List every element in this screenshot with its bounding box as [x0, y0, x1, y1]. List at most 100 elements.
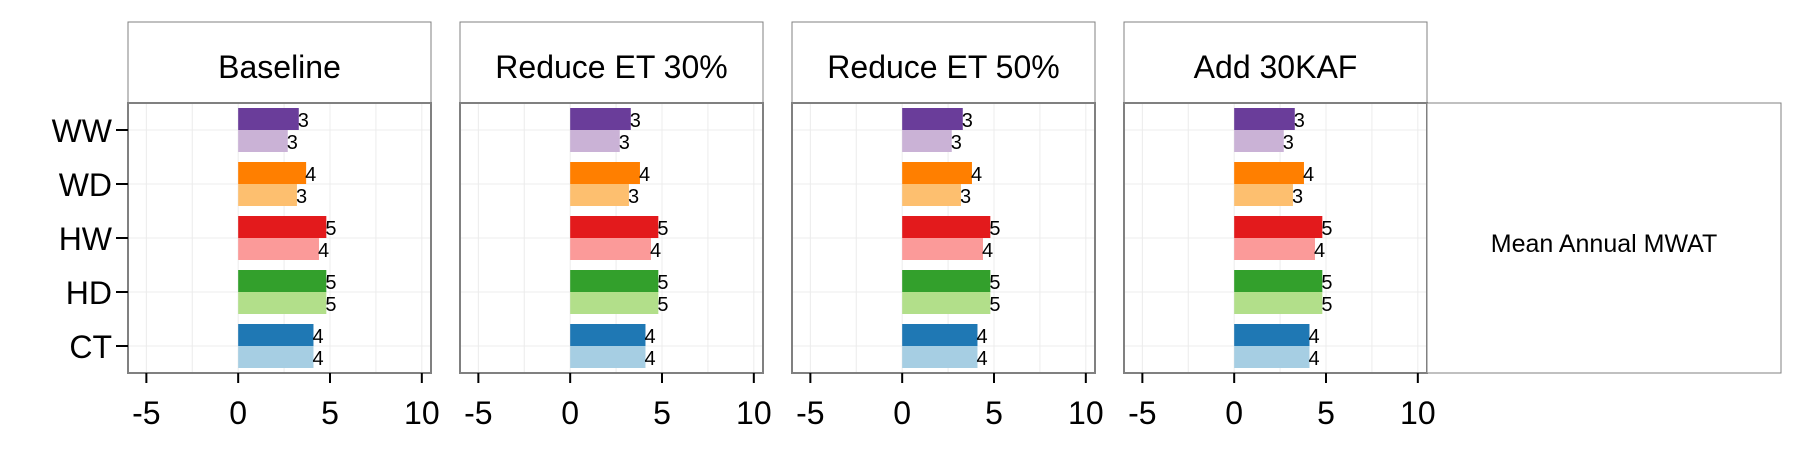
y-tick-label: WW	[52, 113, 113, 149]
bar-hw-1	[238, 238, 319, 260]
bar-hw-2	[238, 216, 327, 238]
bar-ct-1	[238, 346, 314, 368]
bar-hd-2	[902, 270, 991, 292]
bar-hd-1	[1234, 292, 1323, 314]
bar-value-label: 4	[971, 164, 982, 186]
bar-value-label: 4	[1308, 348, 1319, 370]
x-tick-label: 5	[321, 395, 339, 431]
bar-ww-2	[238, 108, 299, 130]
x-tick-label: -5	[132, 395, 160, 431]
bar-ww-2	[902, 108, 963, 130]
x-tick-label: 0	[561, 395, 579, 431]
panel-strip	[1123, 21, 1428, 104]
bar-value-label: 4	[976, 326, 987, 348]
bar-value-label: 5	[1321, 294, 1332, 316]
x-tick-label: -5	[464, 395, 492, 431]
row-strip	[1426, 102, 1782, 374]
bar-value-label: 3	[1294, 110, 1305, 132]
x-tick-label: 5	[653, 395, 671, 431]
bar-value-label: 5	[1321, 218, 1332, 240]
bar-value-label: 5	[657, 272, 668, 294]
bar-hw-1	[570, 238, 651, 260]
bar-value-label: 5	[325, 294, 336, 316]
bar-value-label: 3	[628, 186, 639, 208]
x-tick-label: 0	[229, 395, 247, 431]
bar-ww-1	[570, 130, 620, 152]
bar-hd-1	[570, 292, 659, 314]
bar-ct-2	[570, 324, 646, 346]
x-tick-label: 0	[893, 395, 911, 431]
bar-value-label: 3	[298, 110, 309, 132]
y-tick-label: HW	[59, 221, 113, 257]
bar-hd-1	[238, 292, 327, 314]
y-tick-label: CT	[69, 329, 112, 365]
bar-ww-1	[902, 130, 952, 152]
bar-wd-1	[1234, 184, 1293, 206]
panel-strip	[127, 21, 432, 104]
bar-value-label: 3	[619, 132, 630, 154]
bar-hw-2	[570, 216, 659, 238]
panel-title: Add 30KAF	[1194, 49, 1358, 85]
bar-value-label: 4	[644, 348, 655, 370]
bar-value-label: 5	[325, 218, 336, 240]
bar-wd-1	[570, 184, 629, 206]
x-tick-label: 5	[985, 395, 1003, 431]
bar-ct-2	[902, 324, 978, 346]
bar-value-label: 4	[318, 240, 329, 262]
bar-value-label: 4	[639, 164, 650, 186]
panel-border	[459, 102, 764, 374]
bar-ww-1	[1234, 130, 1284, 152]
panel-strip	[791, 21, 1096, 104]
bar-ww-2	[1234, 108, 1295, 130]
bar-value-label: 3	[287, 132, 298, 154]
y-tick-label: HD	[66, 275, 112, 311]
panel-border	[791, 102, 1096, 374]
bar-value-label: 4	[1308, 326, 1319, 348]
bar-ct-1	[1234, 346, 1310, 368]
bar-value-label: 3	[960, 186, 971, 208]
x-tick-label: -5	[796, 395, 824, 431]
bar-ww-2	[570, 108, 631, 130]
bar-value-label: 4	[982, 240, 993, 262]
row-strip-label: Mean Annual MWAT	[1491, 230, 1717, 258]
bar-value-label: 3	[951, 132, 962, 154]
bar-value-label: 5	[657, 294, 668, 316]
bar-hd-2	[570, 270, 659, 292]
bar-ct-1	[570, 346, 646, 368]
bar-wd-1	[902, 184, 961, 206]
bar-wd-1	[238, 184, 297, 206]
bar-value-label: 3	[296, 186, 307, 208]
bar-ct-1	[902, 346, 978, 368]
x-tick-label: 10	[736, 395, 772, 431]
bar-value-label: 3	[1292, 186, 1303, 208]
panel-title: Baseline	[218, 49, 341, 85]
panel-title: Reduce ET 50%	[827, 49, 1059, 85]
bar-hw-1	[1234, 238, 1315, 260]
bar-wd-2	[902, 162, 972, 184]
bar-value-label: 5	[989, 272, 1000, 294]
bar-value-label: 5	[989, 218, 1000, 240]
bar-value-label: 4	[644, 326, 655, 348]
bar-hw-2	[902, 216, 991, 238]
bar-value-label: 4	[312, 326, 323, 348]
bar-value-label: 4	[312, 348, 323, 370]
y-tick-label: WD	[59, 167, 112, 203]
bar-ww-1	[238, 130, 288, 152]
bar-hd-2	[1234, 270, 1323, 292]
bar-value-label: 4	[1314, 240, 1325, 262]
x-tick-label: 5	[1317, 395, 1335, 431]
bar-hd-2	[238, 270, 327, 292]
bar-ct-2	[238, 324, 314, 346]
bar-ct-2	[1234, 324, 1310, 346]
panel-title: Reduce ET 30%	[495, 49, 727, 85]
bar-hw-1	[902, 238, 983, 260]
bar-value-label: 3	[630, 110, 641, 132]
bar-value-label: 5	[1321, 272, 1332, 294]
bar-value-label: 4	[305, 164, 316, 186]
x-tick-label: 10	[1068, 395, 1104, 431]
bar-wd-2	[1234, 162, 1304, 184]
bar-value-label: 5	[325, 272, 336, 294]
bar-value-label: 3	[1283, 132, 1294, 154]
x-tick-label: -5	[1128, 395, 1156, 431]
